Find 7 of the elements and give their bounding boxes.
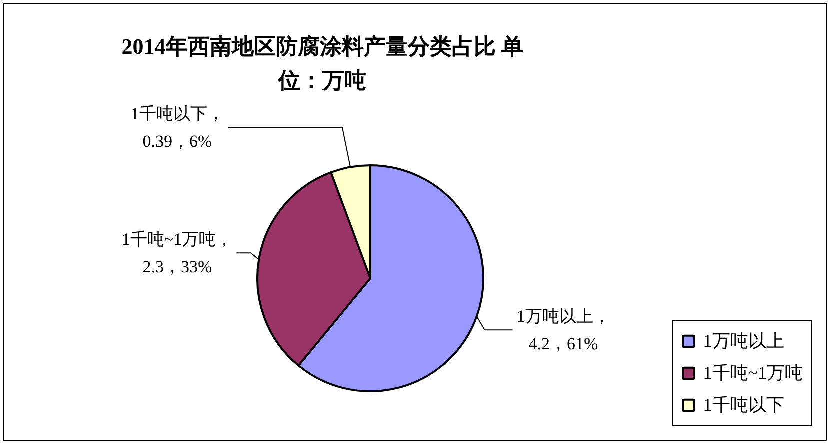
legend-label: 1千吨以下 (703, 394, 784, 417)
legend-label: 1万吨以上 (703, 330, 784, 353)
legend-label: 1千吨~1万吨 (703, 362, 803, 385)
data-label: 1万吨以上， 4.2，61% (516, 306, 610, 354)
data-label: 1千吨以下， 0.39，6% (130, 104, 224, 152)
data-label: 1千吨~1万吨， 2.3，33% (122, 230, 234, 276)
chart-title: 2014年西南地区防腐涂料产量分类占比 单位：万吨 (122, 34, 524, 93)
